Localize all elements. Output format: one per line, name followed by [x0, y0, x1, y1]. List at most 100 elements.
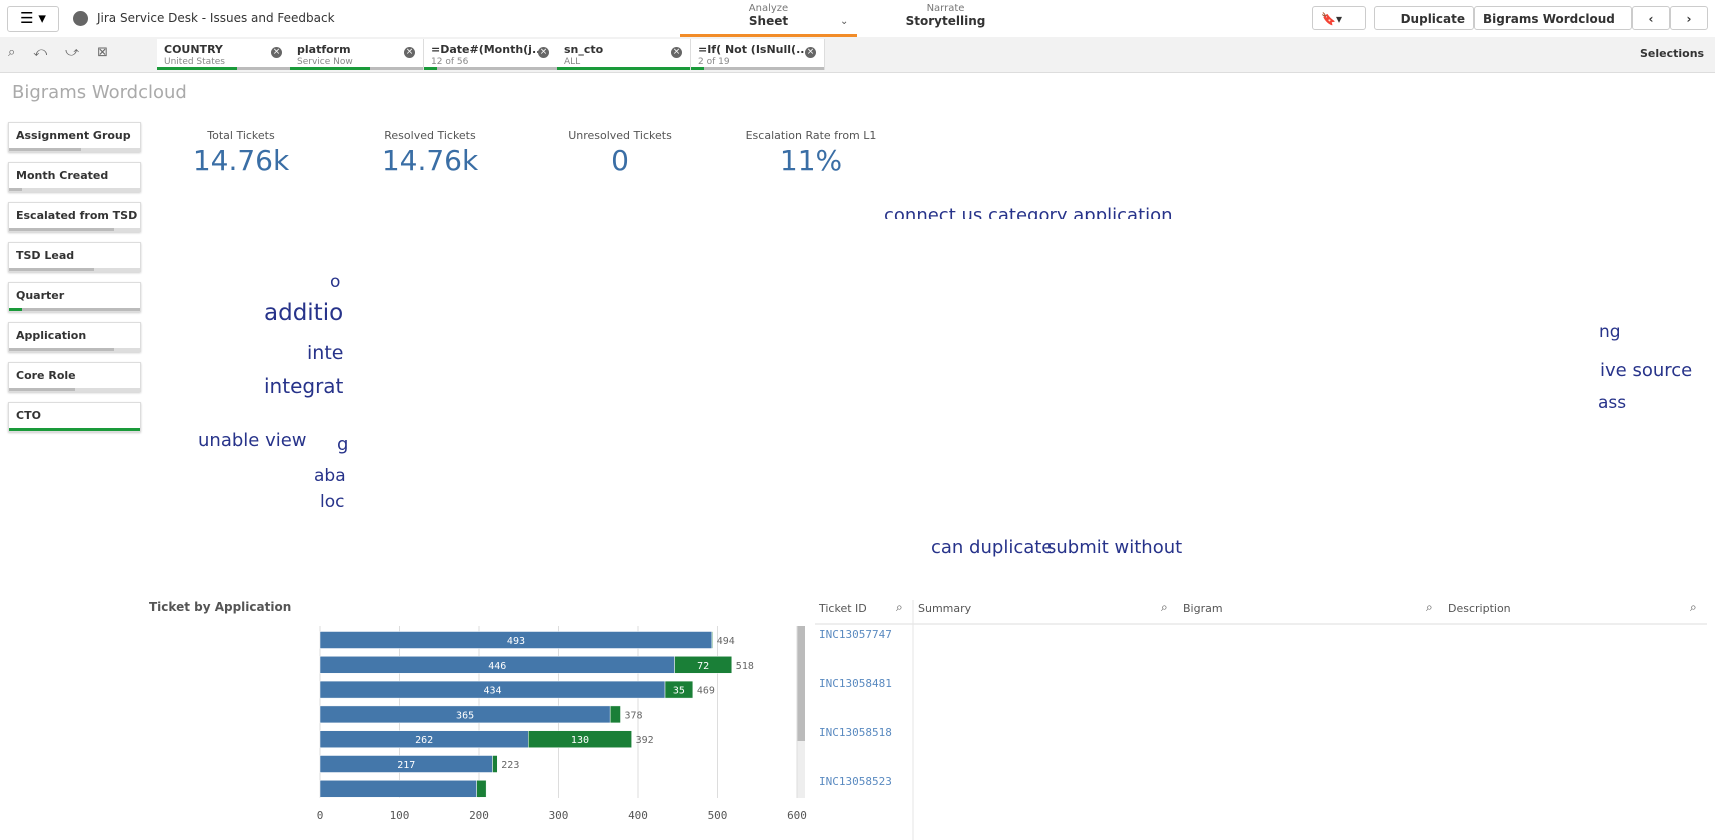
scrollbar-thumb[interactable]	[797, 626, 805, 741]
selection-chip[interactable]: COUNTRY United States ×	[157, 39, 291, 70]
kpi-value: 14.76k	[192, 144, 290, 177]
tab-analyze[interactable]: Analyze Sheet	[680, 3, 857, 37]
prev-button[interactable]: ‹	[1632, 6, 1670, 30]
word[interactable]: integrat	[264, 374, 344, 398]
chip-field: =Date#(Month(j...	[431, 43, 545, 56]
total-label: 223	[501, 760, 519, 771]
word[interactable]: loc	[320, 492, 345, 512]
next-button[interactable]: ›	[1670, 6, 1708, 30]
duplicate-button[interactable]: Duplicate	[1374, 6, 1474, 30]
search-icon[interactable]: ⌕	[1690, 600, 1697, 614]
bar-segment	[476, 780, 487, 798]
word[interactable]: o	[330, 272, 341, 292]
chip-value: 12 of 56	[431, 57, 469, 67]
pane-bar-fill	[113, 228, 140, 231]
kpi-label: Total Tickets	[207, 129, 275, 142]
value-label: 446	[488, 661, 506, 672]
cell[interactable]: INC13058523	[819, 775, 892, 788]
tab-arrow[interactable]: ⌄	[840, 16, 849, 27]
chip-bar	[691, 67, 824, 70]
chip-value: United States	[164, 57, 225, 67]
search-icon[interactable]: ⌕	[896, 600, 903, 614]
chip-bar-selected	[157, 67, 237, 70]
pane-bar	[9, 348, 140, 351]
filter-pane[interactable]: Assignment Group	[8, 122, 141, 152]
filter-pane[interactable]: Month Created	[8, 162, 141, 192]
bookmark-button[interactable]: 🔖▾	[1312, 6, 1366, 30]
total-label: 469	[697, 686, 715, 697]
top-bar: ☰ ▾ Jira Service Desk - Issues and Feedb…	[0, 0, 1715, 38]
pane-label: TSD Lead	[16, 249, 75, 262]
pane-bar-fill	[74, 388, 140, 391]
filter-pane[interactable]: Quarter	[8, 282, 141, 312]
filter-pane[interactable]: Core Role	[8, 362, 141, 392]
selections-label[interactable]: Selections	[1640, 47, 1705, 60]
word[interactable]: can duplicate	[931, 537, 1053, 558]
sheet-title: Bigrams Wordcloud	[12, 82, 187, 103]
word[interactable]: inte	[307, 342, 344, 364]
word[interactable]: additio	[264, 300, 344, 326]
bar-segment	[528, 730, 632, 748]
selection-chip[interactable]: =Date#(Month(j... 12 of 56 ×	[424, 39, 558, 70]
chip-clear[interactable]: ×	[805, 47, 816, 58]
chip-clear[interactable]: ×	[671, 47, 682, 58]
chip-field: platform	[297, 43, 351, 56]
cell[interactable]: INC13058481	[819, 677, 892, 690]
word[interactable]: unable view	[198, 430, 307, 451]
sheet-button[interactable]: Bigrams Wordcloud	[1474, 6, 1632, 30]
selection-chip[interactable]: =If( Not (IsNull(... 2 of 19 ×	[691, 39, 825, 70]
pane-bar-fill	[113, 348, 140, 351]
search-icon[interactable]: ⌕	[1161, 600, 1168, 614]
bar-segment	[674, 656, 733, 674]
word[interactable]: g	[337, 434, 349, 455]
column-header[interactable]: Description	[1448, 602, 1511, 615]
total-label: 392	[636, 735, 654, 746]
pane-bar	[9, 268, 140, 271]
selection-chip[interactable]: sn_cto ALL ×	[557, 39, 691, 70]
word[interactable]: ng	[1599, 322, 1621, 342]
cell[interactable]: INC13057747	[819, 628, 892, 641]
kpi-value: 14.76k	[381, 144, 479, 177]
chip-clear[interactable]: ×	[404, 47, 415, 58]
selection-chip[interactable]: platform Service Now ×	[290, 39, 424, 70]
x-tick-label: 600	[787, 809, 807, 822]
chip-bar	[424, 67, 557, 70]
cell[interactable]: INC13058518	[819, 726, 892, 739]
pane-bar-fill	[94, 268, 140, 271]
word[interactable]: ive source	[1600, 360, 1693, 381]
x-tick-label: 100	[390, 809, 410, 822]
word[interactable]: connect us category application	[884, 205, 1173, 219]
word[interactable]: aba	[314, 466, 346, 486]
tab-label: Analyze	[748, 3, 789, 14]
column-header[interactable]: Bigram	[1183, 602, 1223, 615]
filter-pane[interactable]: Application	[8, 322, 141, 352]
search-icon[interactable]: ⌕	[1426, 600, 1433, 614]
bar-segment	[711, 631, 713, 649]
column-header[interactable]: Ticket ID	[819, 602, 867, 615]
filter-pane[interactable]: Escalated from TSD	[8, 202, 141, 232]
word[interactable]: ass	[1598, 393, 1627, 413]
x-tick-label: 300	[549, 809, 569, 822]
tab-narrate[interactable]: Narrate Storytelling	[857, 3, 1034, 28]
kpi: Escalation Rate from L1 11%	[721, 129, 901, 177]
filter-pane[interactable]: CTO	[8, 402, 141, 432]
filter-pane[interactable]: TSD Lead	[8, 242, 141, 272]
chip-clear[interactable]: ×	[271, 47, 282, 58]
kpi-label: Resolved Tickets	[384, 129, 476, 142]
column-header[interactable]: Summary	[918, 602, 972, 615]
pane-bar	[9, 308, 140, 311]
chip-value: Service Now	[297, 57, 353, 67]
value-label: 365	[456, 710, 474, 721]
x-tick-label: 0	[317, 809, 324, 822]
bar-segment	[609, 705, 621, 724]
selection-tools[interactable]: ⌕⤺⤻⊠	[8, 45, 126, 60]
pane-bar-fill	[81, 148, 140, 151]
x-tick-label: 500	[708, 809, 728, 822]
x-tick-label: 200	[469, 809, 489, 822]
chip-value: 2 of 19	[698, 57, 730, 67]
chip-clear[interactable]: ×	[538, 47, 549, 58]
word[interactable]: submit without	[1047, 537, 1183, 558]
pane-bar	[9, 148, 140, 151]
menu-button[interactable]: ☰ ▾	[7, 6, 59, 32]
